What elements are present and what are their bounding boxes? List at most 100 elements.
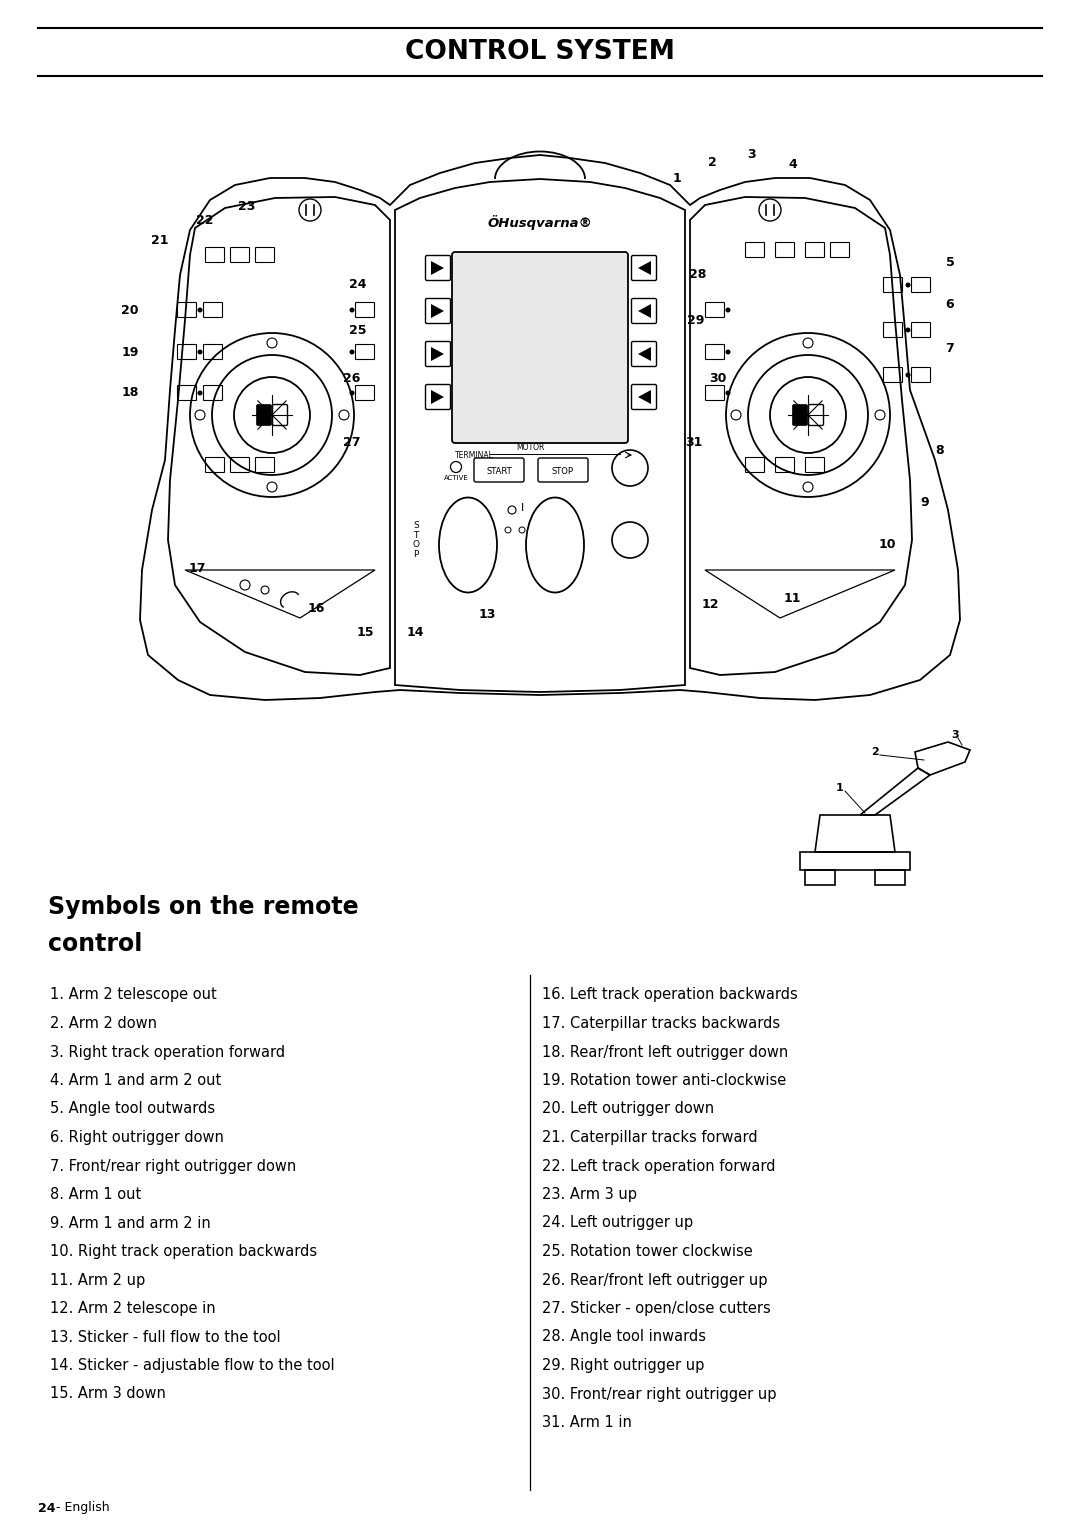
- Text: 7. Front/rear right outrigger down: 7. Front/rear right outrigger down: [50, 1159, 296, 1174]
- Text: 18: 18: [121, 386, 138, 400]
- Text: STOP: STOP: [552, 467, 573, 475]
- Circle shape: [726, 307, 730, 313]
- Text: ÖHusqvarna®: ÖHusqvarna®: [487, 214, 593, 229]
- Text: 22. Left track operation forward: 22. Left track operation forward: [542, 1159, 775, 1174]
- Circle shape: [905, 282, 910, 287]
- Polygon shape: [638, 347, 651, 360]
- Text: 13. Sticker - full flow to the tool: 13. Sticker - full flow to the tool: [50, 1330, 281, 1344]
- Polygon shape: [638, 261, 651, 275]
- Text: 13: 13: [478, 608, 496, 621]
- Text: 16: 16: [308, 602, 325, 614]
- Text: 2: 2: [707, 156, 716, 169]
- Text: 26: 26: [343, 371, 361, 385]
- Text: 28: 28: [689, 269, 706, 281]
- Text: 6: 6: [946, 298, 955, 312]
- Text: 29: 29: [687, 313, 704, 327]
- Text: ACTIVE: ACTIVE: [444, 475, 469, 481]
- Text: 3. Right track operation forward: 3. Right track operation forward: [50, 1044, 285, 1060]
- Text: 10: 10: [878, 539, 895, 551]
- Text: 2: 2: [872, 747, 879, 757]
- Text: 1. Arm 2 telescope out: 1. Arm 2 telescope out: [50, 988, 217, 1003]
- Text: 31: 31: [686, 437, 703, 449]
- Text: 1: 1: [673, 171, 681, 185]
- Text: 20: 20: [121, 304, 138, 316]
- Text: 28. Angle tool inwards: 28. Angle tool inwards: [542, 1330, 706, 1344]
- Text: START: START: [486, 467, 512, 475]
- Text: 23: 23: [239, 200, 256, 214]
- FancyBboxPatch shape: [793, 405, 808, 426]
- Text: 4. Arm 1 and arm 2 out: 4. Arm 1 and arm 2 out: [50, 1073, 221, 1089]
- Text: 6. Right outrigger down: 6. Right outrigger down: [50, 1130, 224, 1145]
- Circle shape: [198, 307, 203, 313]
- Circle shape: [350, 391, 354, 395]
- Polygon shape: [431, 347, 444, 360]
- Polygon shape: [431, 304, 444, 318]
- Text: 5. Angle tool outwards: 5. Angle tool outwards: [50, 1101, 215, 1116]
- Text: 30: 30: [710, 371, 727, 385]
- Text: S
T
O
P: S T O P: [413, 521, 419, 559]
- FancyBboxPatch shape: [257, 405, 271, 426]
- Text: MOTOR: MOTOR: [516, 443, 544, 452]
- Text: 24: 24: [349, 278, 367, 292]
- Text: 12: 12: [701, 597, 719, 611]
- Text: 21. Caterpillar tracks forward: 21. Caterpillar tracks forward: [542, 1130, 758, 1145]
- Text: TERMINAL: TERMINAL: [455, 450, 494, 460]
- Text: I: I: [522, 502, 525, 513]
- Text: 26. Rear/front left outrigger up: 26. Rear/front left outrigger up: [542, 1272, 768, 1287]
- Text: 11. Arm 2 up: 11. Arm 2 up: [50, 1272, 145, 1287]
- Text: 15: 15: [356, 626, 374, 638]
- Text: 27: 27: [343, 437, 361, 449]
- Text: 21: 21: [151, 234, 168, 246]
- Polygon shape: [638, 389, 651, 405]
- Text: 10. Right track operation backwards: 10. Right track operation backwards: [50, 1245, 318, 1258]
- Text: CONTROL SYSTEM: CONTROL SYSTEM: [405, 40, 675, 66]
- Circle shape: [905, 373, 910, 377]
- Circle shape: [726, 391, 730, 395]
- Circle shape: [198, 391, 203, 395]
- Text: 3: 3: [951, 730, 959, 741]
- Text: 2. Arm 2 down: 2. Arm 2 down: [50, 1015, 157, 1031]
- Text: 4: 4: [788, 159, 797, 171]
- Circle shape: [726, 350, 730, 354]
- Text: 25. Rotation tower clockwise: 25. Rotation tower clockwise: [542, 1245, 753, 1258]
- Text: 12. Arm 2 telescope in: 12. Arm 2 telescope in: [50, 1301, 216, 1316]
- Text: 18. Rear/front left outrigger down: 18. Rear/front left outrigger down: [542, 1044, 788, 1060]
- Text: 19. Rotation tower anti-clockwise: 19. Rotation tower anti-clockwise: [542, 1073, 786, 1089]
- Text: 8. Arm 1 out: 8. Arm 1 out: [50, 1186, 141, 1202]
- Text: 19: 19: [121, 345, 138, 359]
- Text: 17: 17: [188, 562, 206, 574]
- Circle shape: [350, 350, 354, 354]
- Text: 23. Arm 3 up: 23. Arm 3 up: [542, 1186, 637, 1202]
- Text: 9: 9: [920, 495, 929, 508]
- Text: 11: 11: [783, 591, 800, 605]
- Polygon shape: [431, 261, 444, 275]
- Text: 24: 24: [38, 1501, 55, 1515]
- Text: 8: 8: [935, 443, 944, 457]
- FancyBboxPatch shape: [453, 252, 627, 443]
- Text: 29. Right outrigger up: 29. Right outrigger up: [542, 1358, 704, 1373]
- Text: 14. Sticker - adjustable flow to the tool: 14. Sticker - adjustable flow to the too…: [50, 1358, 335, 1373]
- Text: 16. Left track operation backwards: 16. Left track operation backwards: [542, 988, 798, 1003]
- Text: 17. Caterpillar tracks backwards: 17. Caterpillar tracks backwards: [542, 1015, 780, 1031]
- Text: 31. Arm 1 in: 31. Arm 1 in: [542, 1416, 632, 1429]
- Text: 5: 5: [946, 255, 955, 269]
- Text: control: control: [48, 931, 143, 956]
- Circle shape: [350, 307, 354, 313]
- Text: 7: 7: [946, 342, 955, 354]
- Text: 22: 22: [197, 214, 214, 226]
- Text: 9. Arm 1 and arm 2 in: 9. Arm 1 and arm 2 in: [50, 1215, 211, 1231]
- Text: 20. Left outrigger down: 20. Left outrigger down: [542, 1101, 714, 1116]
- Circle shape: [905, 327, 910, 333]
- Polygon shape: [638, 304, 651, 318]
- Text: 15. Arm 3 down: 15. Arm 3 down: [50, 1387, 166, 1402]
- Text: 3: 3: [747, 148, 756, 162]
- Text: Symbols on the remote: Symbols on the remote: [48, 895, 359, 919]
- Text: 14: 14: [406, 626, 423, 638]
- Circle shape: [198, 350, 203, 354]
- Text: 24. Left outrigger up: 24. Left outrigger up: [542, 1215, 693, 1231]
- Text: - English: - English: [52, 1501, 110, 1515]
- Text: 25: 25: [349, 324, 367, 336]
- Text: 30. Front/rear right outrigger up: 30. Front/rear right outrigger up: [542, 1387, 777, 1402]
- Text: 27. Sticker - open/close cutters: 27. Sticker - open/close cutters: [542, 1301, 771, 1316]
- Polygon shape: [431, 389, 444, 405]
